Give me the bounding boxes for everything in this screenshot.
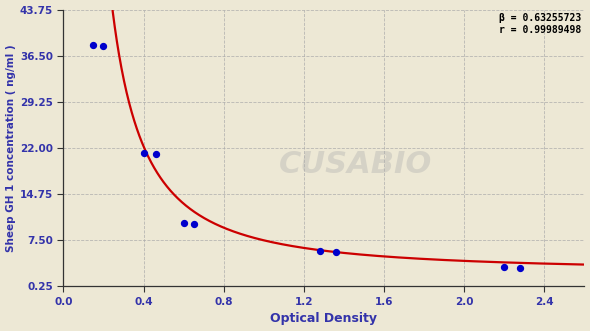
Point [500, 264, 509, 270]
Text: CUSABIO: CUSABIO [278, 150, 432, 179]
Y-axis label: Sheep GH 1 concentration ( ng/ml ): Sheep GH 1 concentration ( ng/ml ) [5, 44, 15, 252]
Point [99, 43, 108, 49]
Point [315, 249, 324, 254]
Point [331, 249, 340, 255]
Point [88, 42, 98, 48]
Text: β = 0.63255723
r = 0.99989498: β = 0.63255723 r = 0.99989498 [499, 13, 581, 35]
Point [179, 220, 188, 226]
X-axis label: Optical Density: Optical Density [270, 312, 378, 325]
Point [139, 151, 148, 156]
Point [189, 222, 198, 227]
Point [151, 152, 160, 157]
Point [516, 265, 525, 270]
